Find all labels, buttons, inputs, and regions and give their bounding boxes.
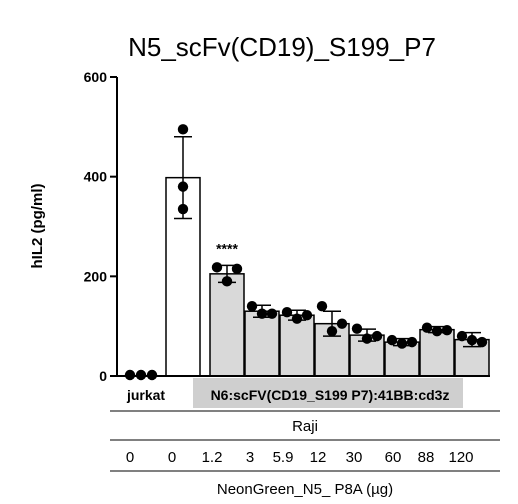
data-point bbox=[336, 318, 348, 329]
chart-title: N5_scFv(CD19)_S199_P7 bbox=[128, 32, 436, 62]
data-point bbox=[396, 338, 408, 349]
y-tick-label: 0 bbox=[99, 368, 107, 384]
data-point bbox=[177, 124, 189, 135]
category-label: 88 bbox=[418, 449, 435, 466]
category-label: 0 bbox=[126, 449, 134, 466]
y-tick-label: 600 bbox=[84, 69, 108, 85]
data-point bbox=[386, 334, 398, 346]
data-point bbox=[177, 203, 189, 215]
category-label: 0 bbox=[168, 449, 176, 466]
category-label: 120 bbox=[448, 449, 473, 466]
data-point bbox=[246, 301, 258, 312]
data-point bbox=[371, 330, 383, 342]
bar bbox=[209, 273, 245, 377]
data-point bbox=[266, 308, 278, 319]
data-point bbox=[406, 336, 418, 348]
category-label: 5.9 bbox=[273, 449, 294, 466]
x-axis-label: NeonGreen_N5_ P8A (µg) bbox=[217, 481, 393, 498]
data-point bbox=[281, 307, 293, 318]
data-point bbox=[291, 313, 303, 324]
data-point bbox=[421, 322, 433, 333]
data-point bbox=[316, 301, 328, 312]
data-point bbox=[256, 308, 268, 319]
data-point bbox=[231, 263, 243, 275]
data-point bbox=[211, 262, 223, 273]
category-label: 3 bbox=[246, 449, 254, 466]
bar bbox=[244, 310, 280, 377]
data-point bbox=[441, 324, 453, 336]
bar bbox=[419, 328, 455, 377]
group-label-jurkat: jurkat bbox=[126, 387, 165, 403]
category-label: 1.2 bbox=[202, 449, 223, 466]
bar bbox=[279, 314, 315, 377]
data-point bbox=[476, 336, 488, 348]
y-tick-label: 400 bbox=[84, 169, 108, 185]
category-label: 12 bbox=[310, 449, 327, 466]
group-label-car: N6:scFV(CD19_S199 P7):41BB:cd3z bbox=[211, 387, 450, 403]
category-label: 30 bbox=[346, 449, 363, 466]
data-point bbox=[466, 334, 478, 346]
data-point bbox=[221, 276, 233, 287]
significance-label: **** bbox=[216, 240, 238, 256]
data-point bbox=[301, 310, 313, 321]
data-point bbox=[351, 323, 363, 334]
data-point bbox=[326, 325, 338, 337]
data-point bbox=[456, 330, 468, 342]
group-band bbox=[193, 378, 463, 408]
data-point bbox=[177, 181, 189, 192]
y-tick-label: 200 bbox=[84, 268, 108, 284]
y-axis-label: hIL2 (pg/ml) bbox=[29, 184, 46, 269]
raji-label: Raji bbox=[292, 418, 318, 435]
category-label: 60 bbox=[385, 449, 402, 466]
data-point bbox=[361, 333, 373, 344]
data-point bbox=[431, 325, 443, 337]
